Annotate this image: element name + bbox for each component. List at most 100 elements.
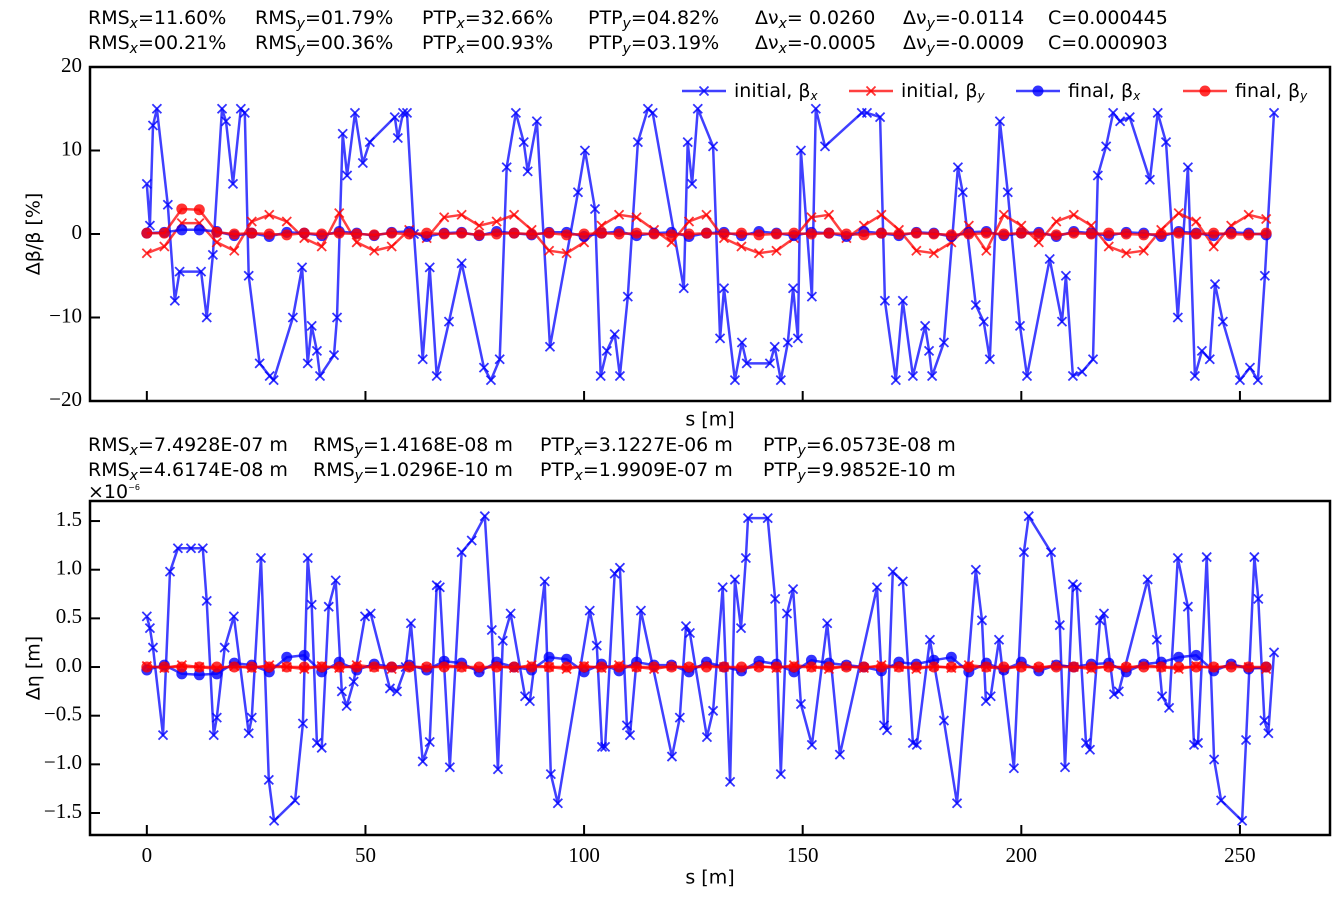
marker: [552, 798, 563, 809]
marker: [243, 270, 254, 281]
marker: [141, 227, 153, 239]
label-sub: y: [926, 41, 936, 57]
label-sub: y: [622, 16, 632, 32]
marker: [810, 103, 821, 114]
marker: [147, 120, 159, 131]
legend-marker: [865, 85, 877, 97]
marker: [141, 248, 152, 259]
label-sub: x: [574, 468, 584, 484]
label-main: Δν: [755, 32, 779, 54]
marker: [945, 229, 957, 241]
marker: [359, 611, 371, 622]
marker: [486, 624, 497, 636]
marker: [193, 204, 205, 216]
stat-text: RMSx=7.4928E-07 m: [88, 434, 288, 460]
marker: [1155, 661, 1167, 673]
marker: [1243, 209, 1254, 220]
marker: [788, 661, 800, 673]
marker: [764, 358, 776, 369]
marker: [328, 349, 340, 361]
marker: [840, 228, 852, 240]
marker: [1260, 227, 1272, 239]
legend-label: final, βx: [1068, 80, 1141, 103]
label-value: =32.66%: [465, 7, 553, 29]
marker: [1252, 374, 1263, 386]
marker: [682, 137, 693, 148]
marker: [424, 262, 435, 273]
marker: [1142, 574, 1153, 585]
marker: [591, 640, 602, 651]
marker: [1196, 345, 1208, 357]
marker: [158, 661, 170, 673]
marker: [897, 295, 908, 306]
marker: [456, 209, 467, 220]
marker: [893, 228, 905, 240]
marker: [151, 103, 163, 114]
marker: [561, 653, 573, 665]
legend-marker: [1199, 85, 1211, 97]
marker: [907, 370, 919, 382]
marker: [494, 354, 505, 365]
marker: [176, 203, 188, 215]
marker: [1234, 374, 1246, 386]
marker: [938, 715, 950, 726]
marker: [351, 228, 363, 240]
marker: [1138, 229, 1150, 241]
marker: [268, 374, 279, 386]
marker: [545, 768, 556, 780]
stat-text: RMSy=1.0296E-10 m: [313, 459, 513, 485]
label-value: =-0.0009: [935, 32, 1024, 54]
marker: [701, 209, 712, 220]
marker: [336, 686, 347, 697]
marker: [1045, 547, 1057, 558]
marker: [806, 291, 818, 302]
marker: [1023, 511, 1034, 522]
label-value: =7.4928E-07 m: [138, 434, 288, 456]
label-main: PTP: [588, 32, 623, 54]
marker: [1015, 227, 1027, 239]
marker: [707, 141, 719, 152]
marker: [736, 241, 747, 252]
marker: [770, 593, 781, 605]
label-main: Δν: [903, 32, 927, 54]
label-main: Δν: [903, 7, 927, 29]
marker: [1033, 228, 1045, 240]
marker: [479, 511, 490, 522]
marker: [770, 228, 782, 240]
marker: [287, 312, 299, 323]
marker: [718, 283, 730, 294]
marker: [1103, 661, 1115, 673]
marker: [478, 362, 490, 373]
label-sub: y: [354, 443, 364, 459]
marker: [211, 712, 222, 723]
marker: [334, 207, 345, 219]
marker: [1208, 754, 1220, 765]
marker: [268, 815, 280, 826]
marker: [219, 642, 230, 653]
marker: [613, 209, 625, 220]
marker: [647, 107, 658, 119]
marker: [819, 141, 831, 152]
marker: [185, 543, 197, 554]
marker: [1208, 241, 1219, 252]
series: [141, 661, 1272, 673]
marker: [1098, 608, 1110, 619]
marker: [622, 291, 633, 302]
marker: [522, 166, 533, 177]
marker: [544, 341, 556, 352]
marker: [881, 725, 893, 736]
marker: [890, 374, 901, 386]
marker: [456, 661, 468, 673]
marker: [805, 661, 817, 673]
marker: [561, 661, 573, 673]
marker: [648, 228, 660, 240]
marker: [945, 661, 957, 673]
marker: [1108, 689, 1120, 700]
marker: [386, 227, 398, 239]
offset-label: ×10−6: [88, 481, 140, 503]
marker: [998, 209, 1009, 220]
label-sub: x: [129, 16, 139, 32]
marker: [147, 642, 159, 653]
y-tick-label: 0.5: [56, 604, 82, 628]
